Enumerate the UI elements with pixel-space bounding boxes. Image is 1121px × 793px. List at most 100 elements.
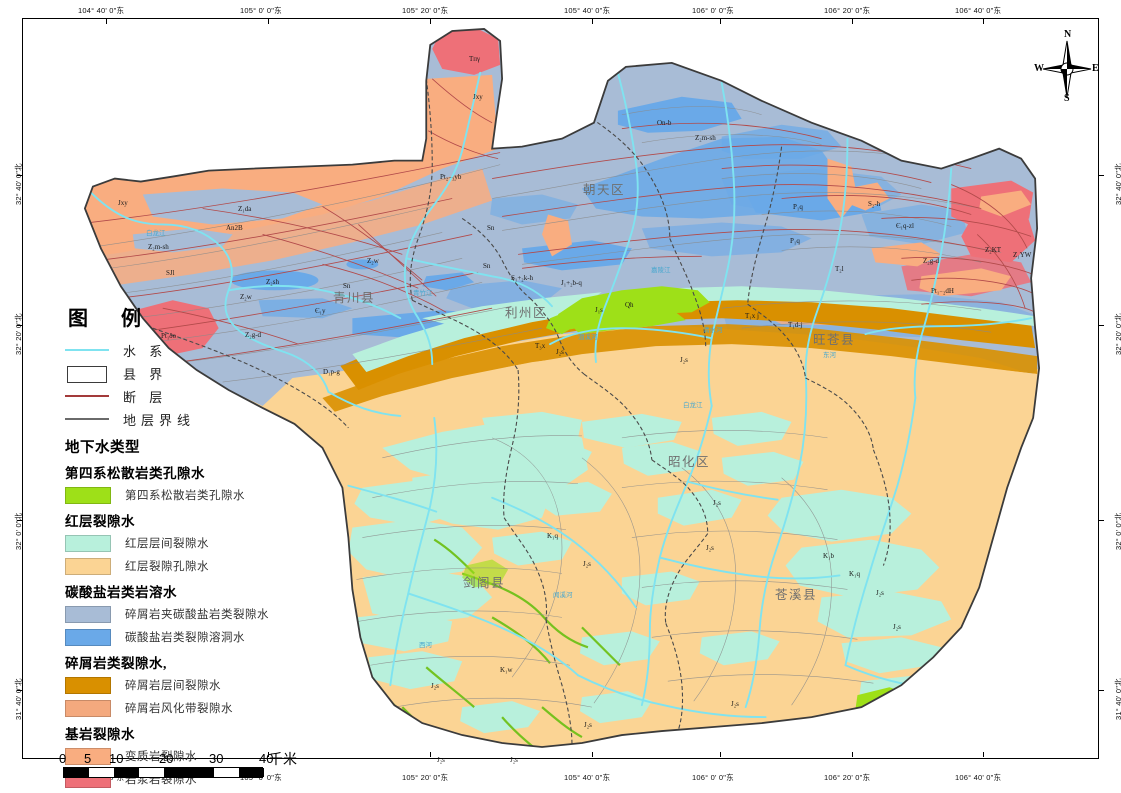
graticule-tick xyxy=(1099,520,1104,521)
graticule-tick xyxy=(17,175,22,176)
latitude-label: 32° 0' 0"北 xyxy=(14,512,23,550)
graticule-tick xyxy=(430,19,431,24)
legend-line-items: 水 系县 界断 层地层界线 xyxy=(65,340,297,429)
longitude-label: 106° 40' 0"东 xyxy=(955,6,1002,15)
latitude-label: 32° 0' 0"北 xyxy=(1114,512,1121,550)
compass-west: W xyxy=(1034,63,1044,74)
latitude-label: 32° 40' 0"北 xyxy=(1114,163,1121,205)
legend-title: 图 例 xyxy=(68,308,155,330)
water-system-label: 水 系 xyxy=(123,343,168,359)
legend-group-heading: 红层裂隙水 xyxy=(65,514,135,529)
graticule-tick xyxy=(720,19,721,24)
graticule-tick xyxy=(983,752,984,757)
legend-color-swatch xyxy=(65,699,111,717)
legend-swatch-item: 碎屑岩层间裂隙水 xyxy=(65,675,297,695)
legend-swatch-item: 变质岩裂隙水 xyxy=(65,746,297,766)
legend-color-swatch xyxy=(65,486,111,504)
graticule-tick xyxy=(592,19,593,24)
legend-group-heading: 碳酸盐岩类岩溶水 xyxy=(65,585,177,600)
legend-swatch-item: 碎屑岩风化带裂隙水 xyxy=(65,698,297,718)
latitude-label: 31° 40' 0"北 xyxy=(14,678,23,720)
legend-swatch-item: 红层裂隙孔隙水 xyxy=(65,556,297,576)
legend-item-water-system: 水 系 xyxy=(65,340,297,360)
longitude-label: 104° 40' 0"东 xyxy=(78,6,125,15)
rivers xyxy=(87,71,1033,719)
stratum-boundary-label: 地层界线 xyxy=(123,412,196,428)
legend-group-heading: 基岩裂隙水 xyxy=(65,727,135,742)
map-frame: 青川县 朝天区 利州区 旺苍县 昭化区 剑阁县 苍溪县 Tпγ Jxy Pt₂₋₃yb Jxy Z₁… xyxy=(22,18,1099,788)
legend-swatch-item: 红层层间裂隙水 xyxy=(65,533,297,553)
scale-bar-unit: 千米 xyxy=(269,753,297,768)
longitude-label: 106° 0' 0"东 xyxy=(692,6,734,15)
legend-color-swatch xyxy=(65,676,111,694)
legend-swatch-item: 碳酸盐岩类裂隙溶洞水 xyxy=(65,627,297,647)
graticule-tick xyxy=(17,520,22,521)
legend-color-swatch xyxy=(65,628,111,646)
legend-item-fault: 断 层 xyxy=(65,386,297,406)
longitude-label: 106° 20' 0"东 xyxy=(824,6,871,15)
longitude-label: 105° 20' 0"东 xyxy=(402,6,449,15)
graticule-tick xyxy=(430,752,431,757)
latitude-label: 32° 20' 0"北 xyxy=(14,313,23,355)
graticule-tick xyxy=(17,690,22,691)
scale-tick-label: 20 xyxy=(159,751,174,766)
graticule-tick xyxy=(1099,175,1104,176)
legend-item-county-boundary: 县 界 xyxy=(65,363,297,383)
graticule-tick xyxy=(720,752,721,757)
legend-color-swatch xyxy=(65,534,111,552)
water-system-symbol xyxy=(65,343,109,357)
scale-tick-label: 10 xyxy=(109,751,124,766)
longitude-label: 105° 40' 0"东 xyxy=(564,773,611,782)
legend-swatch-label: 碎屑岩风化带裂隙水 xyxy=(125,703,233,715)
legend-panel: 图 例 水 系县 界断 层地层界线 地下水类型 第四系松散岩类孔隙水 第四系松散岩… xyxy=(65,302,297,792)
stratum-boundary-symbol xyxy=(65,412,109,426)
graticule-tick xyxy=(1099,325,1104,326)
legend-swatch-label: 变质岩裂隙水 xyxy=(125,751,197,763)
legend-color-swatch xyxy=(65,747,111,765)
legend-swatch-label: 第四系松散岩类孔隙水 xyxy=(125,490,245,502)
latitude-label: 32° 40' 0"北 xyxy=(14,163,23,205)
map-canvas xyxy=(83,28,1041,748)
graticule-tick xyxy=(852,19,853,24)
county-boundary-symbol xyxy=(65,366,109,383)
graticule-tick xyxy=(106,19,107,24)
latitude-label: 31° 40' 0"北 xyxy=(1114,678,1121,720)
scale-tick-label: 40 xyxy=(259,751,274,766)
legend-color-swatch xyxy=(65,557,111,575)
county-boundaries xyxy=(152,78,891,746)
graticule-tick xyxy=(983,19,984,24)
scale-tick-label: 5 xyxy=(84,751,92,766)
legend-swatch-item: 第四系松散岩类孔隙水 xyxy=(65,485,297,505)
compass-east: E xyxy=(1092,63,1099,74)
legend-swatch-label: 碎屑岩层间裂隙水 xyxy=(125,680,221,692)
longitude-label: 106° 20' 0"东 xyxy=(824,773,871,782)
scale-bar-numbers: 0 5 10 20 30 40 xyxy=(59,751,313,767)
longitude-label: 106° 0' 0"东 xyxy=(692,773,734,782)
longitude-label: 105° 0' 0"东 xyxy=(240,6,282,15)
legend-item-stratum-boundary: 地层界线 xyxy=(65,409,297,429)
graticule-tick xyxy=(852,752,853,757)
legend-swatch-label: 碎屑岩夹碳酸盐岩类裂隙水 xyxy=(125,609,269,621)
scale-tick-label: 30 xyxy=(209,751,224,766)
longitude-label: 105° 20' 0"东 xyxy=(402,773,449,782)
graticule-tick xyxy=(268,19,269,24)
graticule-tick xyxy=(592,752,593,757)
compass-south: S xyxy=(1064,93,1070,104)
south-redbed-interlayer xyxy=(348,411,952,734)
legend-group-heading: 碎屑岩类裂隙水, xyxy=(65,656,167,671)
legend-swatch-label: 碳酸盐岩类裂隙溶洞水 xyxy=(125,632,245,644)
legend-swatch-label: 红层裂隙孔隙水 xyxy=(125,561,209,573)
graticule-tick xyxy=(17,325,22,326)
scale-tick-label: 0 xyxy=(59,751,67,766)
compass-rose: N S E W xyxy=(1034,29,1099,105)
fault-symbol xyxy=(65,389,109,403)
longitude-label: 106° 40' 0"东 xyxy=(955,773,1002,782)
fault-label: 断 层 xyxy=(123,389,168,405)
legend-swatch-label: 红层层间裂隙水 xyxy=(125,538,209,550)
county-boundary-label: 县 界 xyxy=(123,366,168,382)
legend-group-heading: 第四系松散岩类孔隙水 xyxy=(65,466,205,481)
longitude-label: 105° 40' 0"东 xyxy=(564,6,611,15)
legend-color-swatch xyxy=(65,605,111,623)
legend-groundwater-heading: 地下水类型 xyxy=(65,440,140,456)
scale-bar: 0 5 10 20 30 40 千米 xyxy=(59,751,313,778)
